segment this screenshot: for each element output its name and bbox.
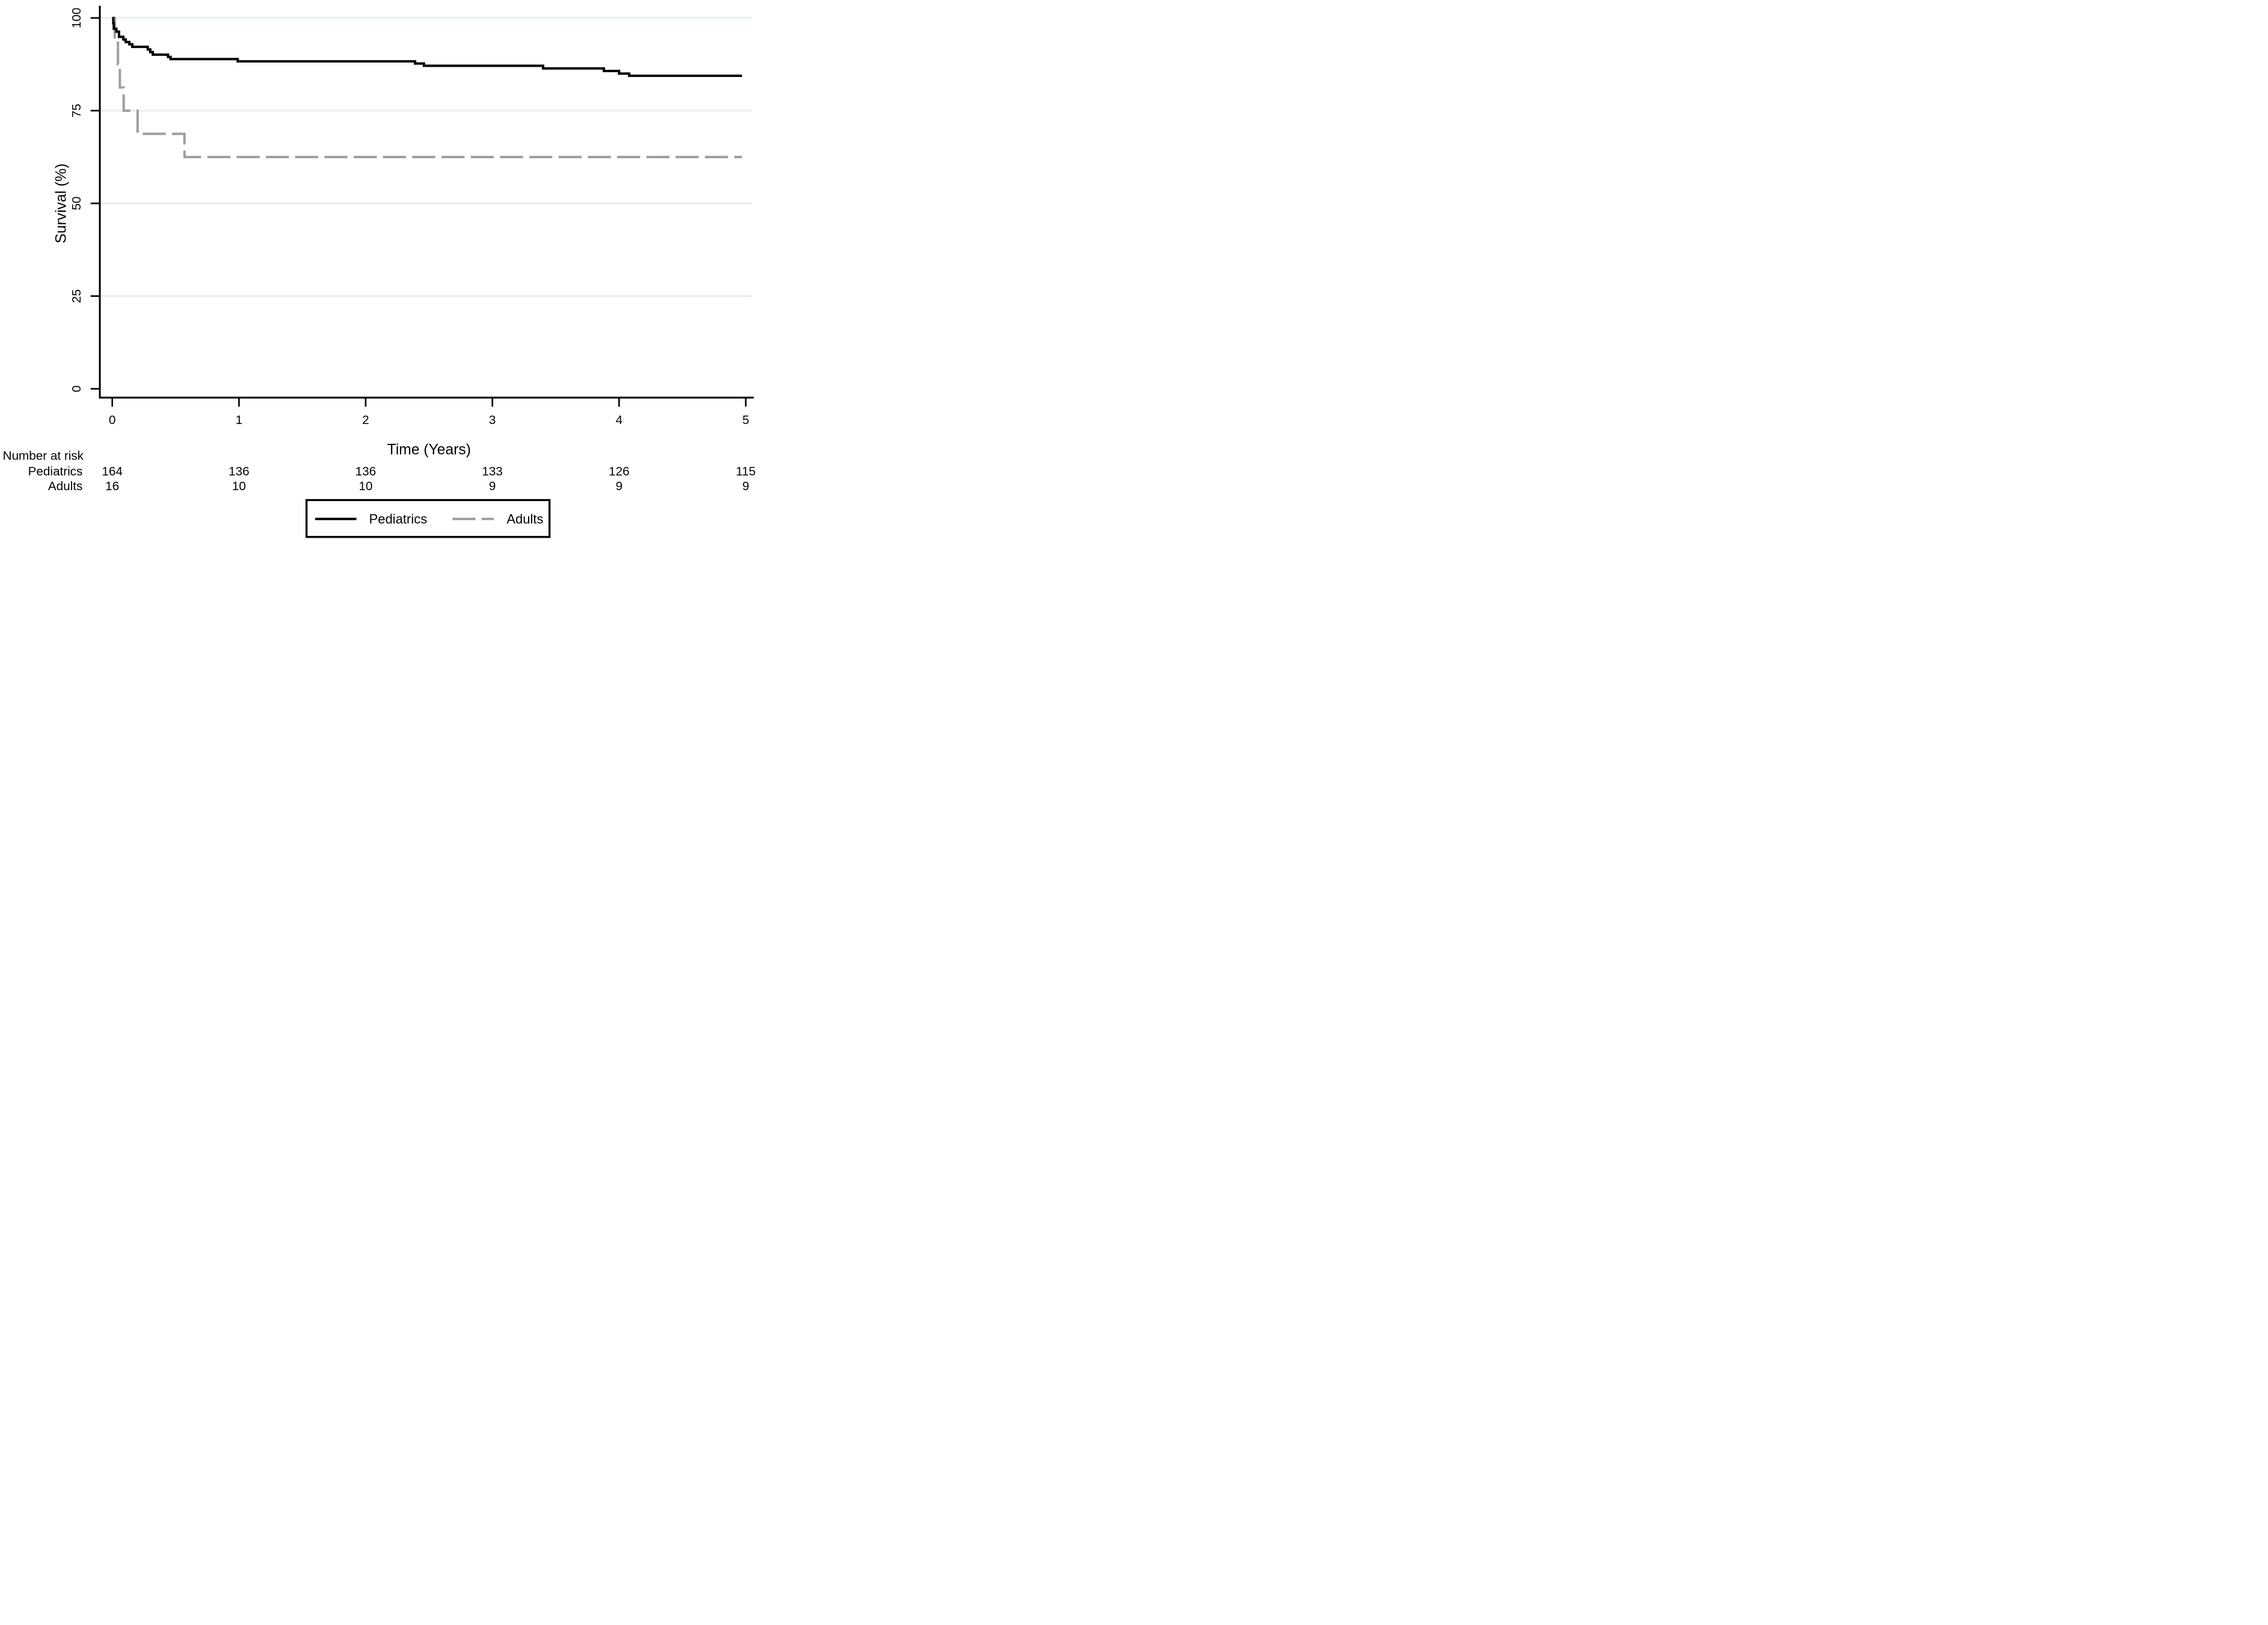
risk-count-pediatrics-3: 133	[482, 465, 502, 479]
y-tick-label-25: 25	[70, 289, 84, 303]
risk-count-adults-0: 16	[105, 479, 119, 493]
risk-count-adults-5: 9	[742, 479, 749, 493]
risk-count-adults-1: 10	[232, 479, 246, 493]
y-tick-label-0: 0	[70, 386, 84, 393]
risk-count-adults-4: 9	[616, 479, 623, 493]
risk-count-pediatrics-0: 164	[102, 465, 122, 479]
x-tick-marks	[111, 398, 747, 407]
risk-table-title: Number at risk	[3, 449, 84, 462]
legend-label-adults: Adults	[506, 511, 543, 526]
x-tick-label-3: 3	[489, 413, 496, 427]
x-tick-label-1: 1	[236, 413, 243, 427]
km-survival-chart: 0 25 50 75 100 0 1 2 3 4 5 Survival (%) …	[3, 5, 756, 538]
adults-curve	[112, 16, 742, 159]
y-tick-label-100: 100	[70, 8, 84, 28]
x-tick-label-5: 5	[742, 413, 749, 427]
pediatrics-curve	[112, 16, 742, 78]
risk-count-adults-3: 9	[489, 479, 496, 493]
legend: Pediatrics Adults	[306, 499, 551, 538]
risk-row-label-adults: Adults	[48, 479, 82, 493]
x-tick-label-4: 4	[616, 413, 623, 427]
risk-table: Number at risk Pediatrics 164 136 136 13…	[3, 449, 756, 493]
y-tick-marks	[90, 17, 99, 390]
gridlines	[100, 17, 752, 297]
risk-count-pediatrics-5: 115	[736, 465, 756, 479]
y-axis-title: Survival (%)	[54, 164, 70, 244]
risk-count-pediatrics-2: 136	[355, 465, 376, 479]
risk-count-pediatrics-4: 126	[609, 465, 629, 479]
y-tick-label-50: 50	[70, 197, 84, 210]
x-tick-label-0: 0	[109, 413, 116, 427]
risk-count-adults-2: 10	[359, 479, 373, 493]
legend-label-pediatrics: Pediatrics	[369, 511, 428, 526]
risk-row-label-pediatrics: Pediatrics	[28, 465, 83, 479]
risk-count-pediatrics-1: 136	[229, 465, 249, 479]
y-tick-label-75: 75	[70, 104, 84, 118]
x-axis-title: Time (Years)	[387, 441, 471, 458]
km-survival-figure: 0 25 50 75 100 0 1 2 3 4 5 Survival (%) …	[0, 0, 756, 542]
x-tick-label-2: 2	[362, 413, 369, 427]
